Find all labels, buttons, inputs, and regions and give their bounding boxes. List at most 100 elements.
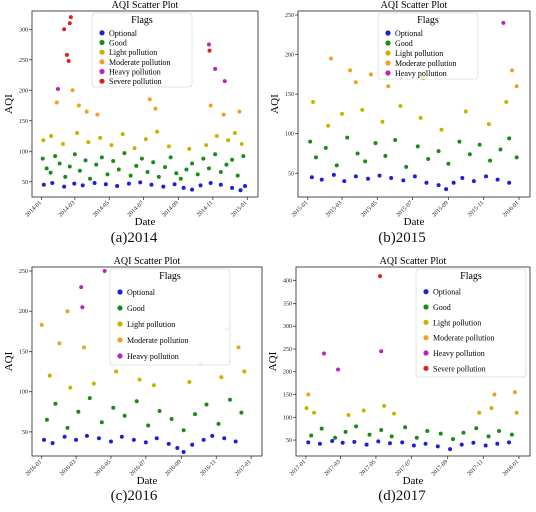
point-light-pollution [489, 406, 494, 411]
point-optional [190, 442, 195, 447]
legend-label-light-pollution: Light pollution [109, 48, 157, 57]
point-good [122, 413, 127, 418]
point-good [426, 157, 431, 162]
legend-box [91, 12, 193, 88]
point-good [383, 153, 388, 158]
point-good [146, 423, 151, 428]
legend-label-severe-pollution: Severe pollution [433, 364, 486, 373]
point-optional [161, 184, 166, 189]
point-optional [72, 181, 77, 186]
point-moderate-pollution [65, 309, 70, 314]
legend-label-heavy-pollution: Heavy pollution [433, 349, 485, 358]
point-optional [201, 437, 206, 442]
chart-2014: AQI Scatter Plot 50 100 150 200 250 300 2014-01… [0, 0, 268, 256]
legend-label-heavy-pollution: Heavy pollution [395, 69, 447, 78]
point-good [438, 431, 443, 436]
point-good [509, 432, 514, 437]
point-light-pollution [60, 141, 65, 146]
point-light-pollution [326, 123, 331, 128]
point-light-pollution [68, 385, 73, 390]
point-good [354, 424, 359, 429]
point-optional [306, 440, 311, 445]
point-optional [460, 176, 465, 181]
point-good [156, 174, 161, 179]
point-optional [154, 436, 159, 441]
point-good [343, 429, 348, 434]
plot-frame [295, 266, 531, 457]
x-tick-label: 2014-05 [92, 200, 110, 218]
point-optional [401, 178, 406, 183]
point-moderate-pollution [510, 68, 515, 73]
point-light-pollution [463, 109, 468, 114]
point-optional [115, 184, 120, 189]
point-good [169, 417, 174, 422]
point-optional [377, 173, 382, 178]
x-tick-label: 2015-01 [291, 200, 309, 218]
y-axis-label: AQI [267, 351, 279, 371]
point-good [230, 157, 235, 162]
point-heavy-pollution [213, 66, 218, 71]
point-severe-pollution [66, 59, 71, 64]
point-optional [181, 185, 186, 190]
legend-marker-severe-pollution [99, 78, 105, 84]
scatter-plot-svg-2016: AQI Scatter Plot 50 100 150 200 250 2016-01 201… [3, 256, 263, 487]
legend-label-moderate-pollution: Moderate pollution [127, 336, 189, 345]
x-tick-label: 2016-11 [199, 459, 217, 477]
point-optional [50, 441, 55, 446]
x-tick-label: 2014-03 [58, 200, 76, 218]
point-heavy-pollution [322, 351, 327, 356]
y-axis-label: AQI [269, 94, 281, 114]
legend-label-heavy-pollution: Heavy pollution [109, 68, 161, 77]
point-good [134, 399, 139, 404]
legend-marker-moderate-pollution [423, 335, 429, 341]
legend-marker-optional [117, 289, 123, 295]
point-light-pollution [486, 122, 491, 127]
point-optional [423, 441, 428, 446]
y-tick-label: 200 [285, 53, 294, 59]
point-optional [495, 177, 500, 182]
point-good [213, 152, 218, 157]
point-optional [181, 449, 186, 454]
point-moderate-pollution [84, 109, 89, 114]
x-tick-label: 2017-09 [431, 459, 449, 477]
point-moderate-pollution [208, 103, 213, 108]
point-moderate-pollution [353, 80, 358, 85]
point-severe-pollution [62, 27, 67, 32]
x-axis-label: Date [403, 475, 424, 487]
point-light-pollution [418, 115, 423, 120]
point-good [308, 139, 313, 144]
point-optional [330, 438, 335, 443]
x-tick-label: 2017-03 [323, 459, 341, 477]
point-light-pollution [214, 134, 219, 139]
point-light-pollution [49, 134, 54, 139]
legend-marker-good [423, 304, 429, 310]
point-optional [198, 183, 203, 188]
point-good [87, 396, 92, 401]
point-optional [400, 440, 405, 445]
point-good [363, 159, 368, 164]
point-good [111, 405, 116, 410]
point-light-pollution [361, 408, 366, 413]
point-optional [96, 436, 101, 441]
legend-marker-optional [99, 30, 105, 36]
legend-marker-good [117, 305, 123, 311]
point-optional [471, 440, 476, 445]
legend-box [109, 268, 231, 366]
legend-marker-heavy-pollution [117, 353, 123, 359]
point-optional [210, 433, 215, 438]
point-light-pollution [132, 146, 137, 151]
point-heavy-pollution [501, 20, 506, 25]
x-tick-label: 2017-11 [467, 459, 485, 477]
point-good [241, 154, 246, 159]
y-tick-label: 400 [283, 279, 292, 285]
legend-label-moderate-pollution: Moderate pollution [433, 334, 495, 343]
legend-title: Flags [159, 271, 181, 282]
point-light-pollution [155, 129, 160, 134]
point-good [72, 152, 77, 157]
x-tick-label: 2014-01 [25, 200, 43, 218]
point-light-pollution [91, 381, 96, 386]
point-optional [319, 177, 324, 182]
point-optional [149, 182, 154, 187]
point-good [151, 160, 156, 165]
point-good [77, 168, 82, 173]
